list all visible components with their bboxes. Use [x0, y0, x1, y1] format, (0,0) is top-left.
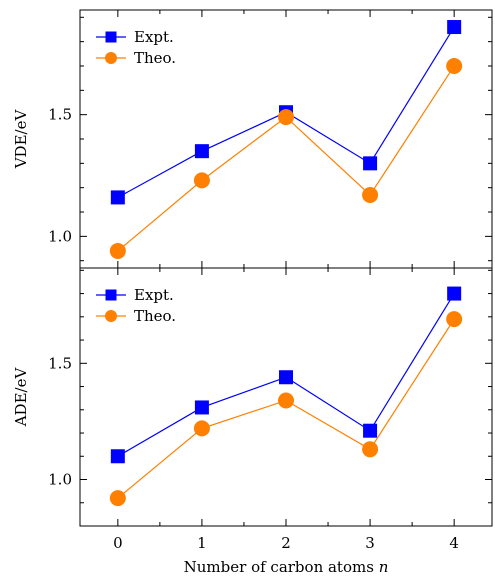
legend-label: Expt.: [134, 28, 174, 46]
y-tick-label: 1.0: [48, 471, 72, 489]
legend-label: Expt.: [134, 286, 174, 304]
data-point-square: Expt. n=1: 1.31: [194, 400, 209, 415]
data-point-circle: Theo. n=2: 1.34: [278, 392, 294, 409]
data-point-circle: Theo. n=3: 1.13: [362, 441, 379, 458]
series-line: [117, 318, 455, 499]
chart-panel-2: 1.0 1.5 0 1 2 3 4 ADE/eV Number of carbon atoms …: [12, 267, 493, 576]
legend-label: Theo.: [134, 49, 176, 67]
legend-marker-circle: [105, 52, 117, 64]
data-point-circle: Theo. n=4: 1.7: [446, 57, 463, 74]
chart-panel-1: 1.0 1.5 VDE/eV Expt. n=0: 1.16 Expt. n=1: 1.…: [12, 9, 493, 269]
x-tick-label: 2: [281, 534, 291, 552]
x-tick-label: 0: [113, 534, 123, 552]
data-point-circle: Theo. n=1: 1.23: [193, 172, 210, 189]
y-tick-label: 1.5: [48, 106, 72, 124]
series-theo: Theo. n=0: 0.94 Theo. n=1: 1.23 Theo. n=2:…: [109, 57, 463, 259]
y-axis-title: ADE/eV: [12, 367, 30, 428]
y-axis-title: VDE/eV: [12, 109, 30, 170]
data-point-circle: Theo. n=0: 0.94: [109, 242, 126, 259]
series-expt: Expt. n=0: 1.1 Expt. n=1: 1.31 Expt. n=2: …: [110, 286, 462, 464]
legend-marker-square: [105, 289, 117, 301]
legend-marker-circle: [105, 310, 117, 322]
x-tick-label: 3: [365, 534, 375, 552]
data-point-square: Expt. n=3: 1.21: [363, 423, 378, 438]
data-point-circle: Theo. n=3: 1.17: [362, 186, 379, 203]
series-theo: Theo. n=0: 0.92 Theo. n=1: 1.22 Theo. n=2:…: [109, 311, 463, 507]
y-tick-label: 1.0: [48, 227, 72, 245]
x-tick-label: 4: [449, 534, 459, 552]
data-point-square: Expt. n=4: 1.8: [447, 286, 462, 301]
data-point-square: Expt. n=1: 1.35: [194, 144, 209, 159]
legend: Expt. Theo.: [96, 286, 176, 325]
data-point-square: Expt. n=3: 1.3: [363, 156, 378, 171]
legend-marker-square: [105, 31, 117, 43]
data-point-square: Expt. n=2: 1.44: [279, 370, 293, 385]
legend: Expt. Theo.: [96, 28, 176, 67]
data-point-circle: Theo. n=0: 0.92: [109, 490, 126, 507]
data-point-circle: Theo. n=2: 1.49: [278, 109, 294, 126]
y-tick-label: 1.5: [48, 354, 72, 372]
data-point-square: Expt. n=0: 1.1: [110, 449, 125, 464]
data-point-circle: Theo. n=1: 1.22: [193, 420, 210, 437]
series-line: [117, 65, 455, 252]
data-point-square: Expt. n=0: 1.16: [110, 190, 125, 205]
x-tick-label: 1: [197, 534, 207, 552]
x-axis-title: Number of carbon atoms n: [184, 558, 389, 576]
data-point-square: Expt. n=4: 1.86: [447, 20, 462, 35]
data-point-circle: Theo. n=4: 1.69: [446, 311, 463, 328]
legend-label: Theo.: [134, 307, 176, 325]
